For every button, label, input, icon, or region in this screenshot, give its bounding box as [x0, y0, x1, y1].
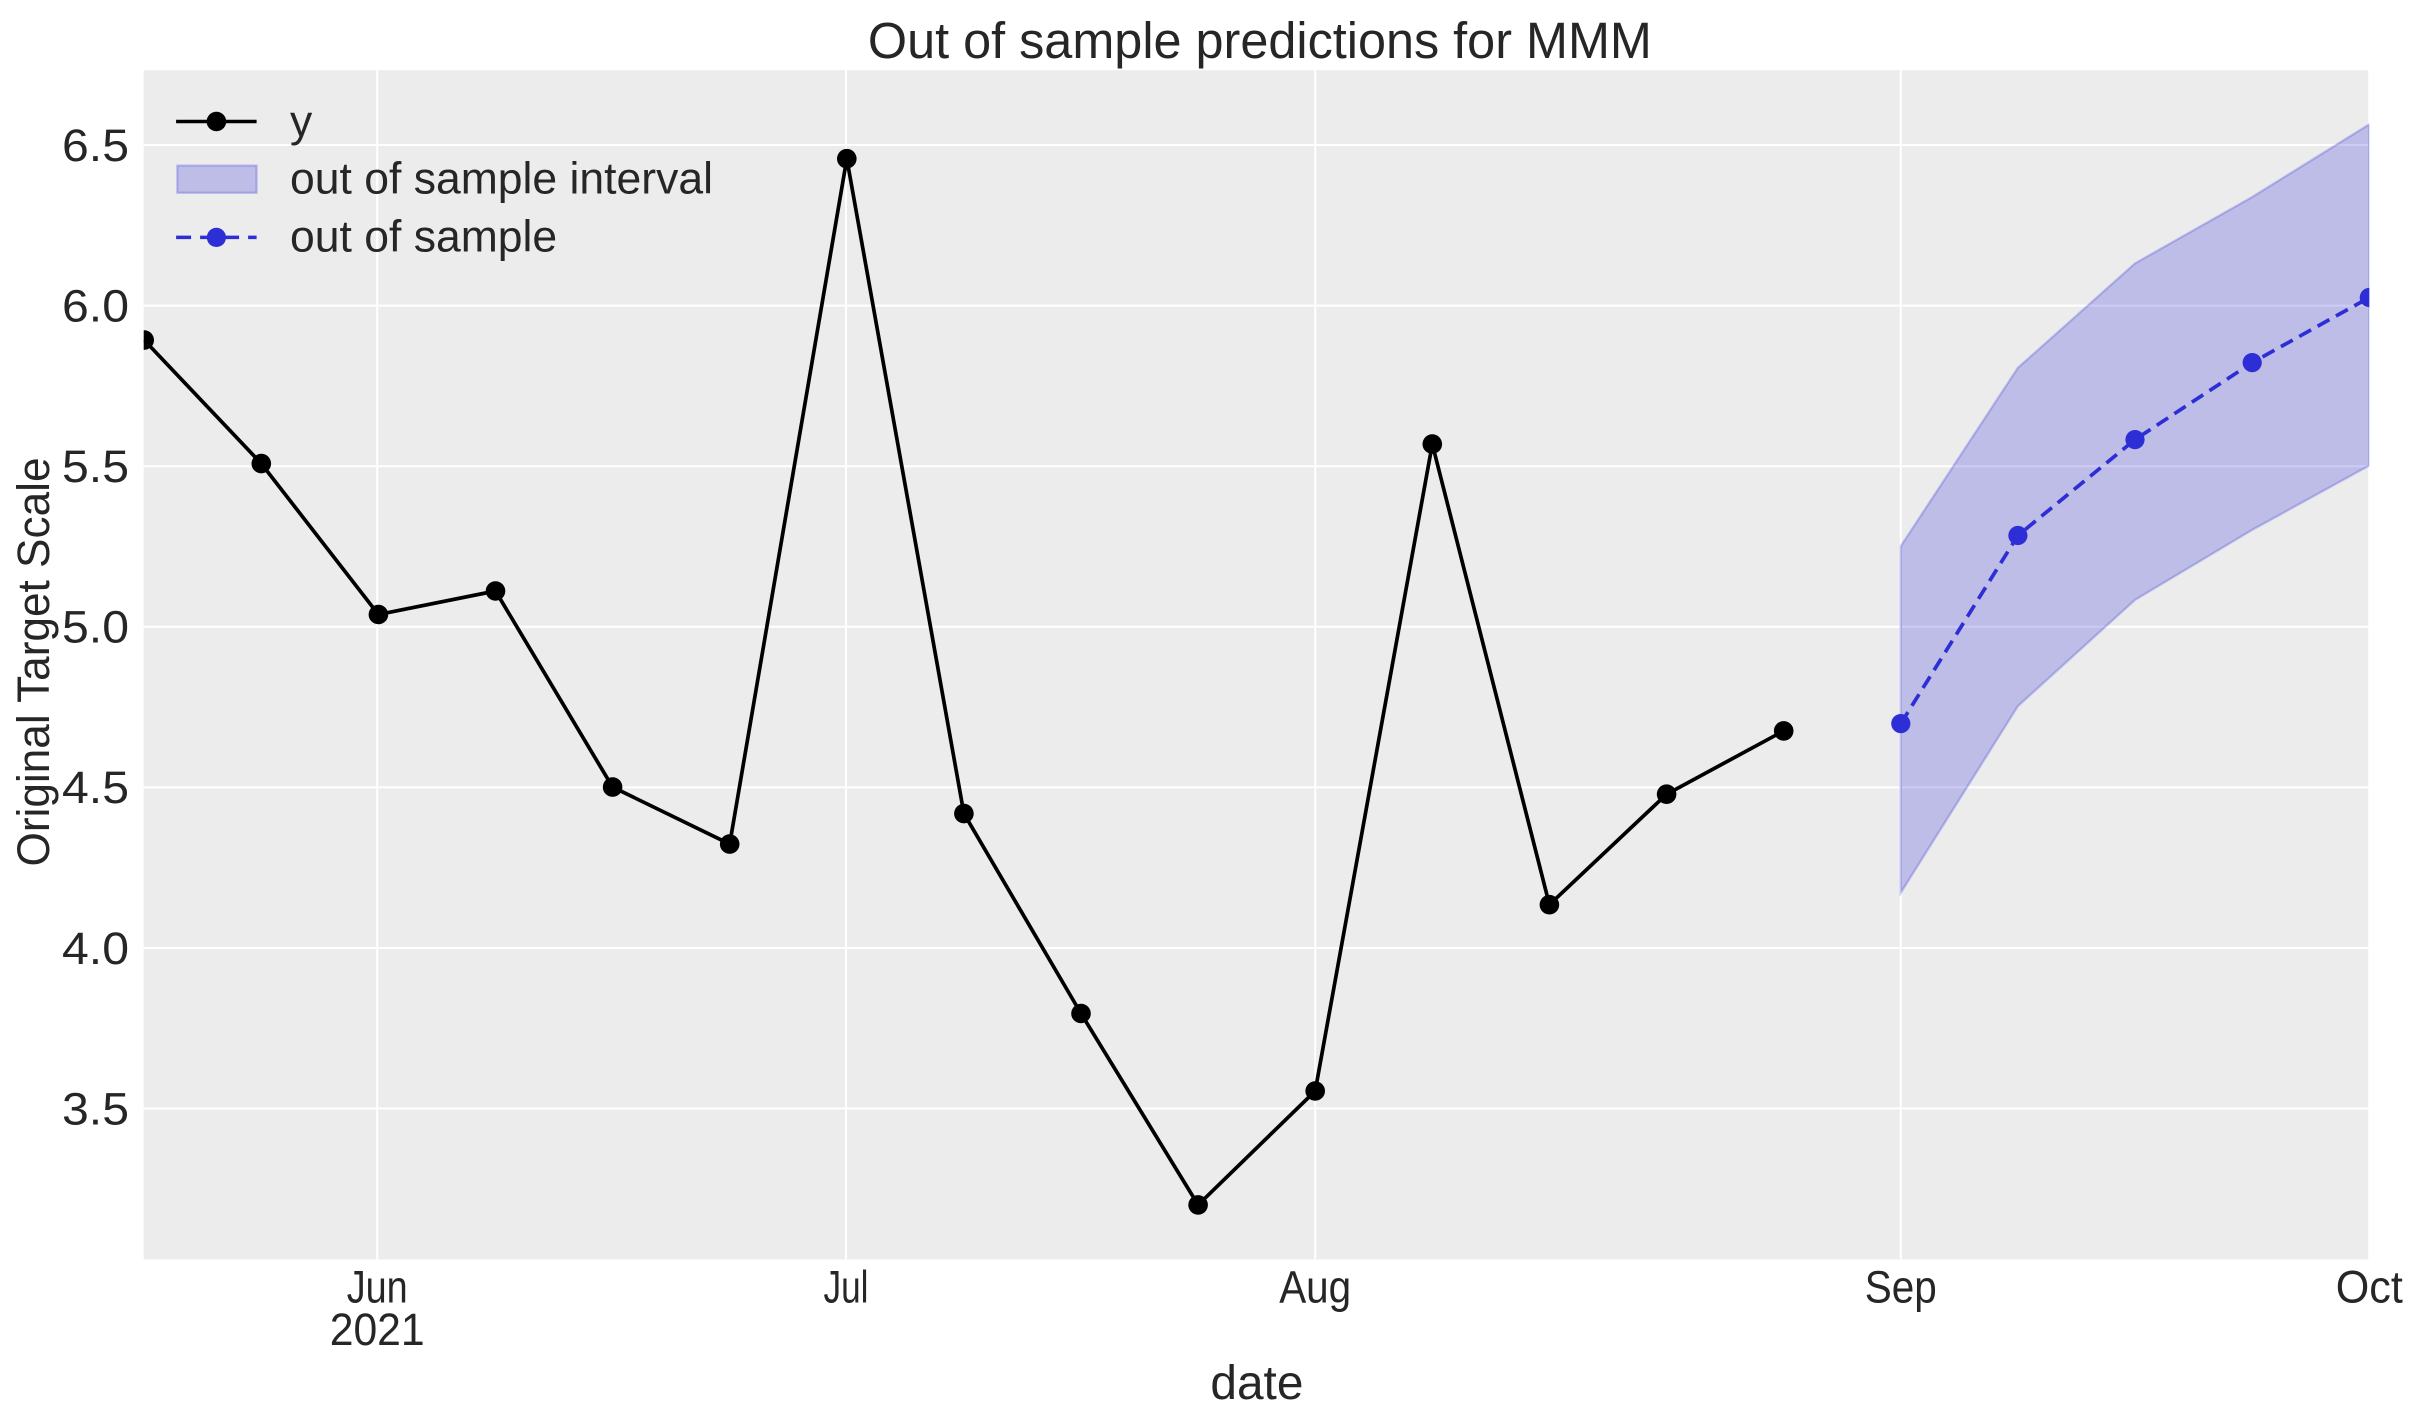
svg-text:Jul: Jul — [824, 1262, 869, 1313]
svg-text:out of sample interval: out of sample interval — [290, 155, 713, 204]
svg-text:6.0: 6.0 — [62, 280, 129, 331]
svg-text:date: date — [1210, 1357, 1303, 1410]
svg-text:Aug: Aug — [1279, 1262, 1351, 1313]
svg-text:5.5: 5.5 — [62, 441, 129, 492]
svg-text:Sep: Sep — [1865, 1262, 1937, 1313]
svg-text:y: y — [290, 97, 313, 146]
svg-text:2021: 2021 — [330, 1304, 425, 1355]
svg-text:Original Target Scale: Original Target Scale — [8, 458, 59, 867]
svg-text:3.5: 3.5 — [62, 1083, 129, 1134]
svg-text:4.5: 4.5 — [62, 762, 129, 813]
svg-text:Jun: Jun — [347, 1262, 408, 1313]
svg-text:4.0: 4.0 — [62, 923, 129, 974]
svg-text:Out of sample predictions for: Out of sample predictions for MMM — [868, 12, 1652, 69]
svg-text:6.5: 6.5 — [62, 120, 129, 171]
svg-text:Oct: Oct — [2336, 1262, 2403, 1313]
svg-text:out of sample: out of sample — [290, 213, 557, 262]
svg-text:5.0: 5.0 — [62, 602, 129, 653]
